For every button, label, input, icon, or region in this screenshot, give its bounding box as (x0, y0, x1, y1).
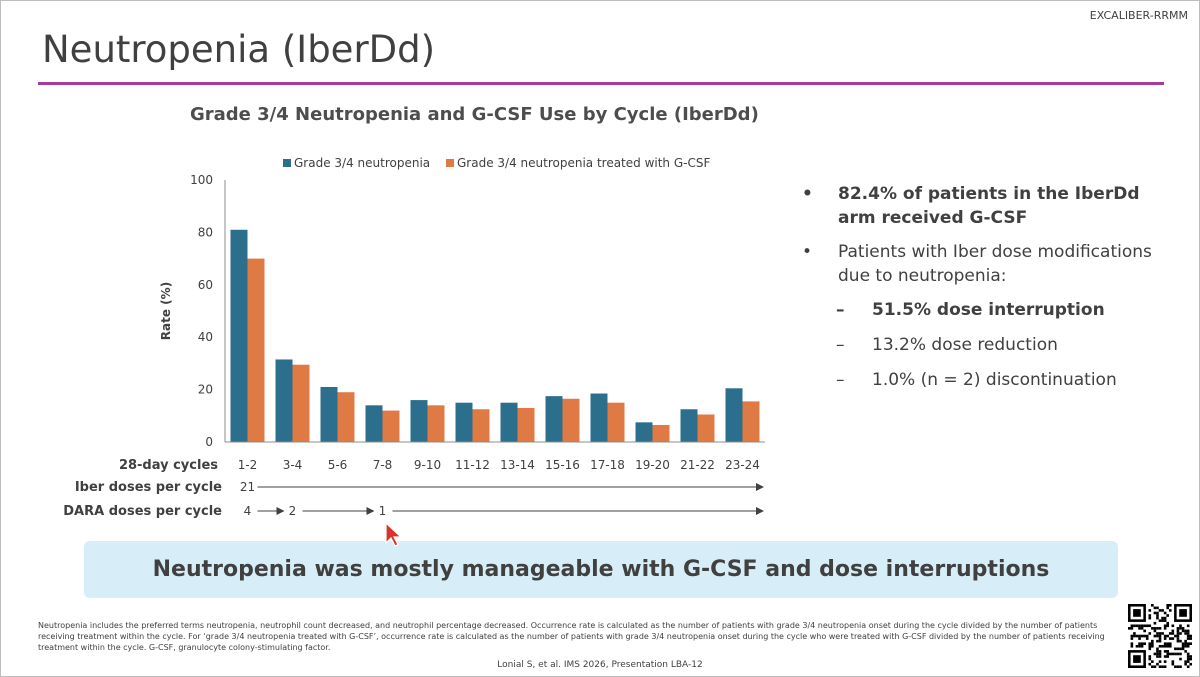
bullet-marker: • (802, 184, 813, 204)
bar-gcsf (292, 364, 310, 442)
x-tick-label: 17-18 (590, 458, 625, 472)
bar-gcsf (382, 410, 400, 442)
bar-gcsf (427, 405, 445, 442)
bar-neutropenia (275, 359, 293, 442)
sub-bullet-text: 13.2% dose reduction (872, 335, 1058, 355)
sub-bullet-text: 1.0% (n = 2) discontinuation (872, 370, 1117, 390)
bullet-marker: • (802, 242, 813, 262)
bar-gcsf (607, 402, 625, 442)
sub-bullet-text: 51.5% dose interruption (872, 300, 1105, 320)
bar-gcsf (247, 258, 265, 442)
study-tag: EXCALIBER-RRMM (1089, 9, 1188, 22)
y-tick-label: 40 (198, 330, 213, 344)
x-tick-label: 7-8 (373, 458, 393, 472)
sub-bullet-reduction: – 13.2% dose reduction (800, 333, 1180, 357)
bar-neutropenia (500, 402, 518, 442)
y-tick-label: 80 (198, 225, 213, 239)
bar-neutropenia (455, 402, 473, 442)
bar-neutropenia (635, 422, 653, 442)
footnote: Neutropenia includes the preferred terms… (38, 621, 1105, 652)
bullet-text: 82.4% of patients in the IberDd arm rece… (838, 184, 1140, 228)
bar-gcsf (472, 409, 490, 442)
bar-gcsf (517, 407, 535, 442)
dose-value: 1 (379, 504, 387, 518)
bar-gcsf (742, 401, 760, 442)
x-axis-label: 28-day cycles (119, 458, 218, 473)
bullet-text: Patients with Iber dose modifications du… (838, 242, 1152, 286)
legend-swatch (283, 159, 291, 167)
sub-bullet-interruption: – 51.5% dose interruption (800, 298, 1180, 322)
bar-neutropenia (545, 396, 563, 442)
title-divider (38, 82, 1164, 85)
citation: Lonial S, et al. IMS 2026, Presentation … (497, 660, 703, 670)
x-tick-label: 13-14 (500, 458, 535, 472)
chart-title: Grade 3/4 Neutropenia and G-CSF Use by C… (190, 104, 759, 125)
dash-marker: – (836, 370, 845, 390)
bar-neutropenia (725, 388, 743, 442)
y-tick-label: 20 (198, 383, 213, 397)
x-tick-label: 19-20 (635, 458, 670, 472)
bullet-dose-mod: • Patients with Iber dose modifications d… (800, 240, 1180, 288)
x-tick-label: 23-24 (725, 458, 760, 472)
key-findings: • 82.4% of patients in the IberDd arm rec… (800, 182, 1180, 403)
bar-neutropenia (365, 405, 383, 442)
legend-label: Grade 3/4 neutropenia (294, 156, 430, 170)
bar-neutropenia (590, 393, 608, 442)
x-tick-label: 11-12 (455, 458, 490, 472)
x-tick-label: 9-10 (414, 458, 441, 472)
bar-gcsf (337, 392, 355, 442)
y-tick-label: 0 (205, 435, 213, 449)
x-tick-label: 15-16 (545, 458, 580, 472)
legend-swatch (446, 159, 454, 167)
bar-chart: Grade 3/4 neutropenia Grade 3/4 neutropen… (63, 156, 765, 519)
bar-neutropenia (410, 400, 428, 442)
dash-marker: – (836, 335, 845, 355)
y-tick-label: 100 (190, 173, 213, 187)
dose-row-label: Iber doses per cycle (75, 480, 222, 495)
bar-gcsf (562, 398, 580, 442)
y-tick-label: 60 (198, 278, 213, 292)
x-tick-label: 5-6 (328, 458, 348, 472)
bar-gcsf (697, 414, 715, 442)
dose-row-label: DARA doses per cycle (63, 504, 222, 519)
bar-neutropenia (320, 386, 338, 442)
x-tick-label: 1-2 (238, 458, 258, 472)
bar-neutropenia (230, 229, 248, 442)
y-axis-label: Rate (%) (159, 282, 173, 340)
sub-bullet-discontinuation: – 1.0% (n = 2) discontinuation (800, 368, 1180, 392)
x-tick-label: 3-4 (283, 458, 303, 472)
qr-code-icon[interactable] (1128, 604, 1192, 668)
dash-marker: – (836, 300, 845, 320)
bar-neutropenia (680, 409, 698, 442)
dose-value: 2 (289, 504, 297, 518)
bar-gcsf (652, 424, 670, 442)
slide-title: Neutropenia (IberDd) (42, 28, 436, 71)
bullet-gcsf: • 82.4% of patients in the IberDd arm rec… (800, 182, 1180, 230)
conclusion-banner: Neutropenia was mostly manageable with G… (84, 541, 1118, 598)
dose-value: 4 (244, 504, 252, 518)
legend-label: Grade 3/4 neutropenia treated with G-CSF (457, 156, 710, 170)
dose-value: 21 (240, 480, 255, 494)
mouse-pointer-icon (385, 522, 403, 547)
x-tick-label: 21-22 (680, 458, 715, 472)
